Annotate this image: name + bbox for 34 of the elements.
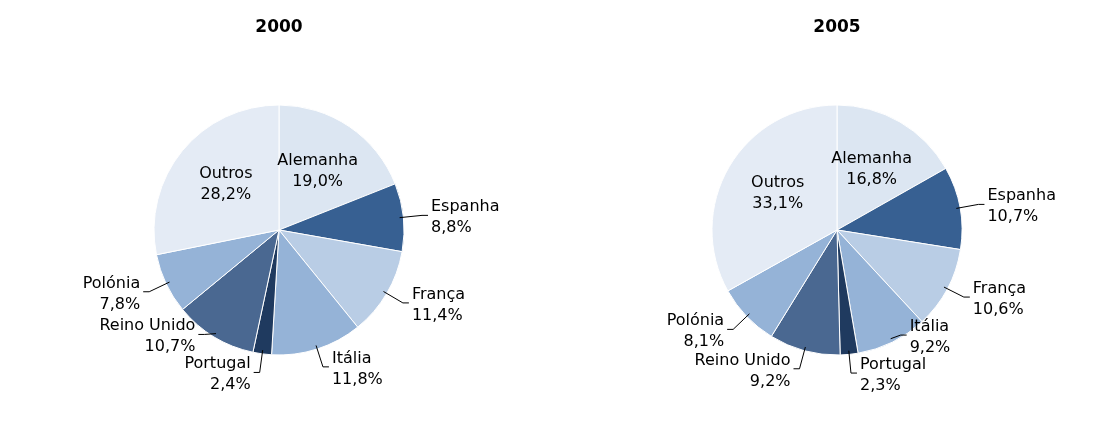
data-label: 16,8% xyxy=(846,168,898,188)
data-label: 11,8% xyxy=(331,368,383,388)
slice-label: França xyxy=(972,278,1026,298)
slice-label: Reino Unido xyxy=(694,349,791,369)
data-label: 11,4% xyxy=(411,304,463,324)
slice-label: Outros xyxy=(199,163,253,183)
data-label: 19,0% xyxy=(292,171,344,191)
slice-label: Portugal xyxy=(184,353,251,373)
slice-label: Polónia xyxy=(666,310,725,330)
slice-label: Itália xyxy=(909,316,950,336)
slice-label: Portugal xyxy=(859,354,927,374)
slice-label: Reino Unido xyxy=(99,315,196,335)
slice-label: França xyxy=(411,283,466,303)
slice-label: Outros xyxy=(751,172,805,192)
slice-label: Itália xyxy=(331,347,372,367)
data-label: 8,1% xyxy=(683,331,725,351)
data-label: 10,7% xyxy=(144,336,196,356)
chart-title: 2005 xyxy=(813,16,861,36)
data-label: 9,2% xyxy=(909,337,951,357)
data-label: 9,2% xyxy=(749,370,791,390)
slice-label: Espanha xyxy=(987,185,1056,205)
data-label: 8,8% xyxy=(431,217,472,237)
slice-label: Espanha xyxy=(431,196,500,216)
slice-label: Polónia xyxy=(82,272,141,292)
slice-label: Alemanha xyxy=(831,147,912,167)
data-label: 28,2% xyxy=(200,184,252,204)
slice-label: Alemanha xyxy=(277,150,358,170)
data-label: 33,1% xyxy=(752,193,804,213)
data-label: 7,8% xyxy=(99,293,141,313)
chart-title: 2000 xyxy=(255,16,303,36)
data-label: 2,4% xyxy=(210,374,251,394)
data-label: 2,3% xyxy=(859,375,901,395)
data-label: 10,7% xyxy=(987,206,1039,226)
data-label: 10,6% xyxy=(972,299,1024,319)
